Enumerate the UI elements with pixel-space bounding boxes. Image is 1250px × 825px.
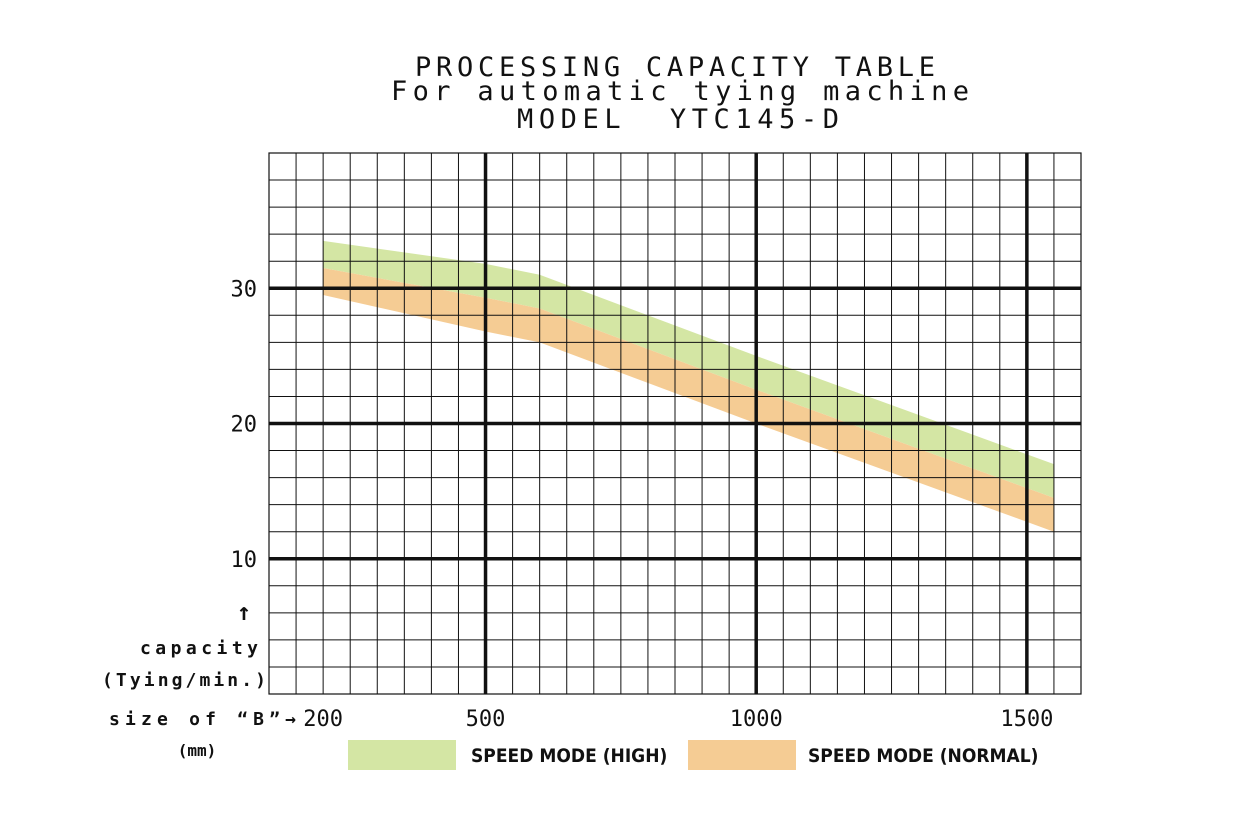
grid-layer: [268, 152, 1082, 695]
y-tick-label: 30: [231, 277, 258, 302]
bands-layer: [323, 240, 1054, 532]
x-tick-label: 200: [303, 707, 343, 732]
y-tick-label: 20: [231, 413, 258, 438]
y-axis-label: capacity: [140, 638, 258, 659]
band-0: [323, 240, 1054, 498]
legend: SPEED MODE (HIGH) SPEED MODE (NORMAL): [348, 740, 1038, 770]
ticks-layer: 200 500 1000 1500 10 20 30: [231, 277, 1054, 732]
legend-swatch: [688, 740, 796, 770]
band-1: [323, 268, 1054, 532]
chart-subtitle: For automatic tying machine: [391, 76, 969, 107]
x-axis-unit: (mm): [178, 741, 217, 760]
y-tick-label: 10: [231, 548, 258, 573]
chart-title: PROCESSING CAPACITY TABLE: [415, 52, 935, 83]
legend-label: SPEED MODE (NORMAL): [808, 745, 1038, 767]
plot-frame: [268, 152, 1082, 695]
x-tick-label: 1000: [730, 707, 783, 732]
x-tick-label: 1500: [1000, 707, 1053, 732]
y-axis-arrow: ↑: [237, 598, 251, 626]
x-tick-label: 500: [466, 707, 506, 732]
legend-swatch: [348, 740, 456, 770]
chart-model: MODEL YTC145-D: [517, 104, 839, 135]
y-axis-unit: (Tying/min.): [102, 670, 266, 691]
legend-label: SPEED MODE (HIGH): [471, 745, 667, 767]
x-axis-label: size of “B”→: [109, 709, 296, 730]
